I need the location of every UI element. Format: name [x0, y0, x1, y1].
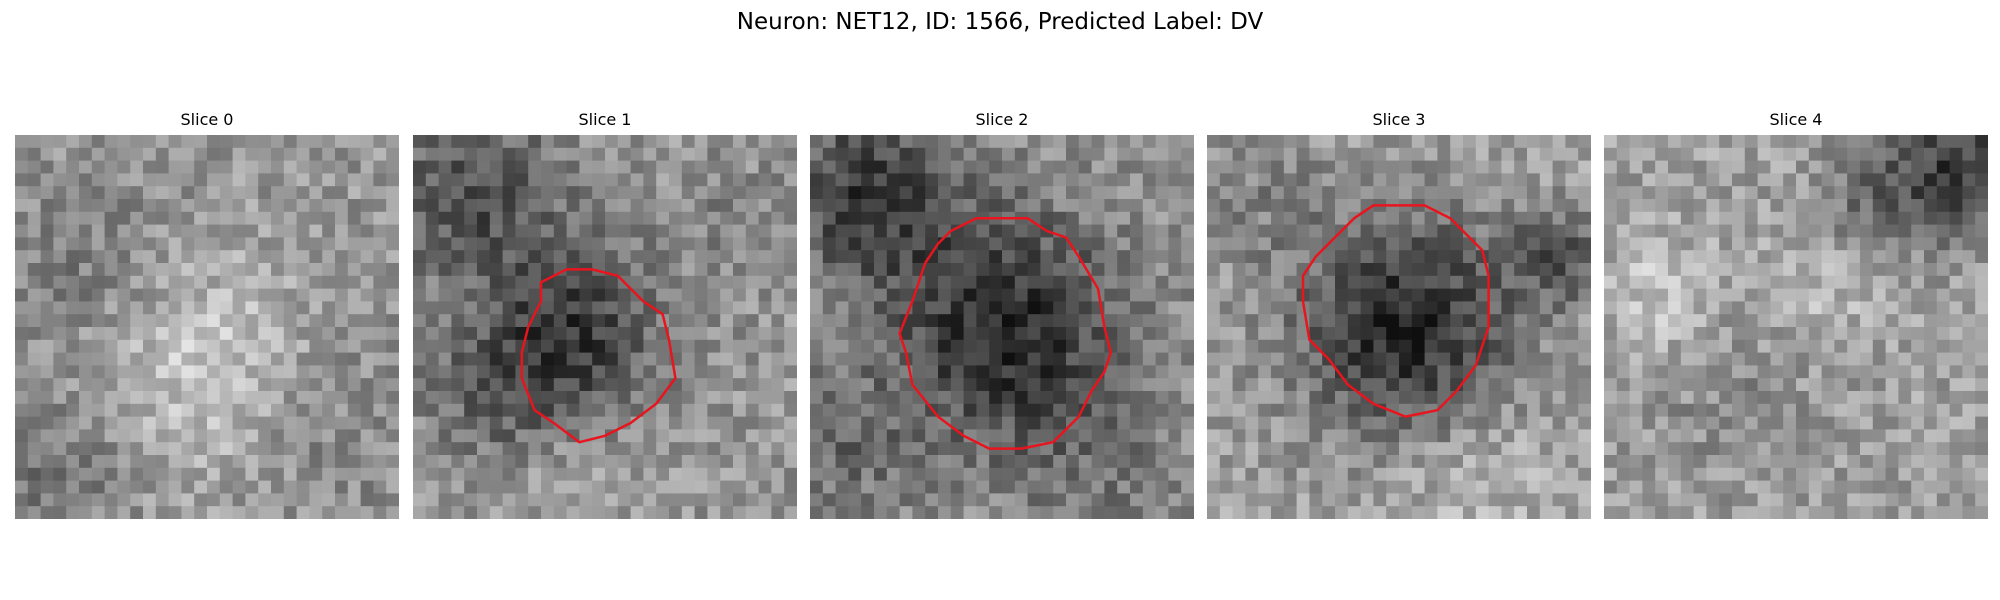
slice-panel-4: Slice 4: [1604, 110, 1988, 520]
slice-panel-0: Slice 0: [15, 110, 399, 520]
segmentation-contour: [898, 216, 1113, 450]
grayscale-patch: [413, 135, 797, 519]
slice-title: Slice 0: [180, 110, 234, 129]
grayscale-patch: [1207, 135, 1591, 519]
grayscale-patch: [1604, 135, 1988, 519]
slice-image: [1604, 135, 1988, 519]
slice-panel-2: Slice 2: [810, 110, 1194, 520]
slice-title: Slice 4: [1769, 110, 1823, 129]
figure-title: Neuron: NET12, ID: 1566, Predicted Label…: [736, 9, 1264, 35]
grayscale-patch: [810, 135, 1194, 519]
slice-image: [810, 135, 1194, 519]
segmentation-contour: [520, 268, 677, 444]
slice-panel-1: Slice 1: [413, 110, 797, 520]
grayscale-patch: [15, 135, 399, 519]
slice-image: [1207, 135, 1591, 519]
slice-panel-3: Slice 3: [1207, 110, 1591, 520]
slice-image: [15, 135, 399, 519]
segmentation-contour: [1301, 204, 1490, 418]
slice-title: Slice 2: [975, 110, 1029, 129]
slice-title: Slice 3: [1372, 110, 1426, 129]
slice-title: Slice 1: [578, 110, 632, 129]
slice-image: [413, 135, 797, 519]
